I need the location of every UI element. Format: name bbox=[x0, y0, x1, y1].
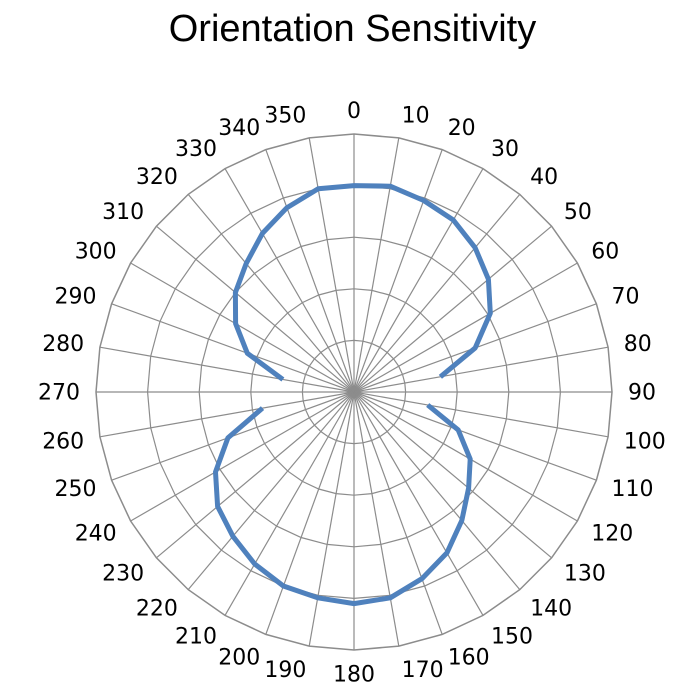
angle-tick-label: 310 bbox=[102, 200, 144, 225]
angle-tick-label: 40 bbox=[530, 165, 558, 190]
angle-tick-label: 10 bbox=[402, 103, 430, 128]
grid-spoke bbox=[353, 225, 552, 393]
angle-tick-label: 340 bbox=[218, 116, 260, 141]
angle-tick-label: 320 bbox=[136, 165, 178, 190]
angle-tick-label: 50 bbox=[564, 200, 592, 225]
grid-spoke bbox=[353, 391, 521, 590]
angle-tick-label: 20 bbox=[448, 116, 476, 141]
angle-tick-label: 110 bbox=[612, 477, 654, 502]
angle-tick-label: 300 bbox=[75, 240, 117, 265]
angle-tick-label: 150 bbox=[491, 625, 533, 650]
chart-title: Orientation Sensitivity bbox=[168, 8, 537, 50]
grid-spoke bbox=[353, 391, 400, 647]
grid-spoke bbox=[187, 194, 355, 393]
angle-tick-label: 250 bbox=[55, 477, 97, 502]
grid-spoke bbox=[353, 391, 609, 438]
grid-spoke bbox=[308, 391, 355, 647]
angle-tick-label: 260 bbox=[42, 430, 84, 455]
grid-spoke bbox=[353, 391, 443, 635]
angle-tick-label: 160 bbox=[448, 645, 490, 670]
angle-tick-label: 0 bbox=[347, 99, 361, 124]
angle-tick-label: 80 bbox=[624, 332, 652, 357]
grid-spoke bbox=[353, 262, 578, 393]
series-line bbox=[213, 403, 473, 607]
angle-tick-label: 350 bbox=[264, 103, 306, 128]
grid-spoke bbox=[353, 149, 443, 393]
grid-spoke bbox=[224, 391, 355, 616]
grid-spoke bbox=[99, 346, 355, 393]
angle-tick-label: 280 bbox=[42, 332, 84, 357]
grid-spokes bbox=[96, 134, 612, 650]
angle-tick-label: 210 bbox=[175, 625, 217, 650]
grid-spoke bbox=[353, 391, 578, 522]
grid-spoke bbox=[265, 391, 355, 635]
grid-spoke bbox=[156, 225, 355, 393]
angle-tick-label: 170 bbox=[402, 658, 444, 683]
angle-tick-label: 70 bbox=[612, 284, 640, 309]
grid-spoke bbox=[353, 391, 597, 481]
angle-tick-label: 240 bbox=[75, 522, 117, 547]
series-layer bbox=[213, 183, 493, 607]
grid-spoke bbox=[130, 262, 355, 393]
grid-spoke bbox=[353, 194, 521, 393]
angle-tick-label: 130 bbox=[564, 562, 606, 587]
angle-tick-label: 140 bbox=[530, 597, 572, 622]
series-line bbox=[232, 183, 493, 382]
grid-spoke bbox=[353, 168, 484, 393]
grid-spoke bbox=[130, 391, 355, 522]
angle-tick-label: 120 bbox=[591, 521, 633, 546]
grid-spoke bbox=[353, 391, 552, 559]
angle-tick-label: 200 bbox=[218, 645, 260, 670]
grid-spoke bbox=[156, 391, 355, 559]
angle-tick-label: 270 bbox=[38, 381, 80, 406]
grid-spoke bbox=[353, 391, 484, 616]
grid-spoke bbox=[353, 346, 609, 393]
angle-tick-label: 30 bbox=[491, 137, 519, 162]
angle-tick-label: 180 bbox=[333, 662, 375, 687]
grid-spoke bbox=[224, 168, 355, 393]
grid-spoke bbox=[187, 391, 355, 590]
angle-tick-label: 90 bbox=[628, 381, 656, 406]
angle-tick-label: 230 bbox=[102, 562, 144, 587]
angle-tick-label: 60 bbox=[591, 240, 619, 265]
angle-tick-label: 330 bbox=[175, 137, 217, 162]
grid-spoke bbox=[99, 391, 355, 438]
angle-tick-label: 220 bbox=[136, 597, 178, 622]
grid-spoke bbox=[308, 137, 355, 393]
grid-spoke bbox=[265, 149, 355, 393]
angle-tick-label: 290 bbox=[55, 284, 97, 309]
angle-tick-label: 190 bbox=[264, 658, 306, 683]
grid-spoke bbox=[111, 303, 355, 393]
grid-spoke bbox=[353, 137, 400, 393]
angle-tick-label: 100 bbox=[624, 430, 666, 455]
